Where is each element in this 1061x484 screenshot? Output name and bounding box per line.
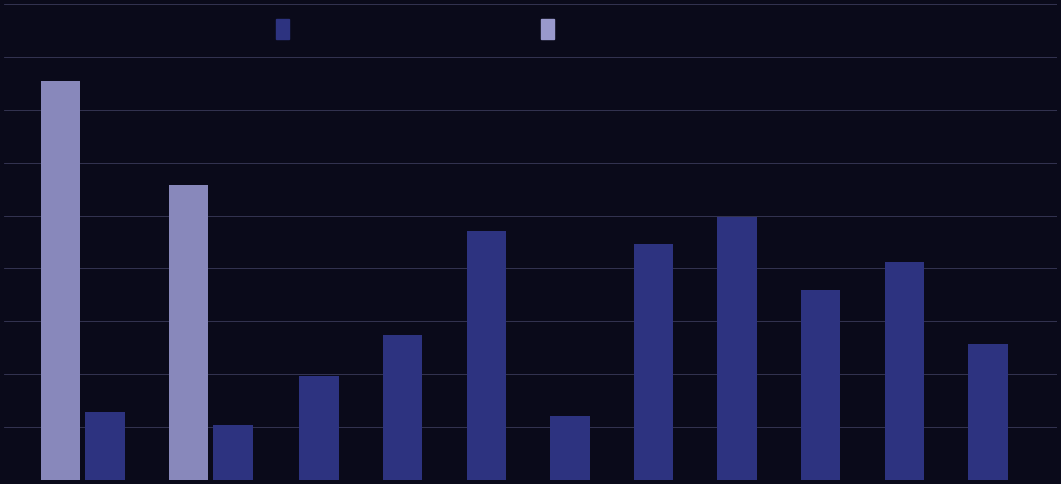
Bar: [633, 244, 673, 480]
Bar: [801, 289, 840, 480]
Bar: [169, 185, 208, 480]
Bar: [551, 416, 590, 480]
Bar: [383, 335, 422, 480]
Bar: [213, 425, 253, 480]
Bar: [467, 231, 506, 480]
Bar: [41, 81, 81, 480]
Bar: [717, 217, 756, 480]
Bar: [969, 344, 1008, 480]
Bar: [299, 376, 338, 480]
Bar: [885, 262, 924, 480]
Bar: [85, 412, 125, 480]
